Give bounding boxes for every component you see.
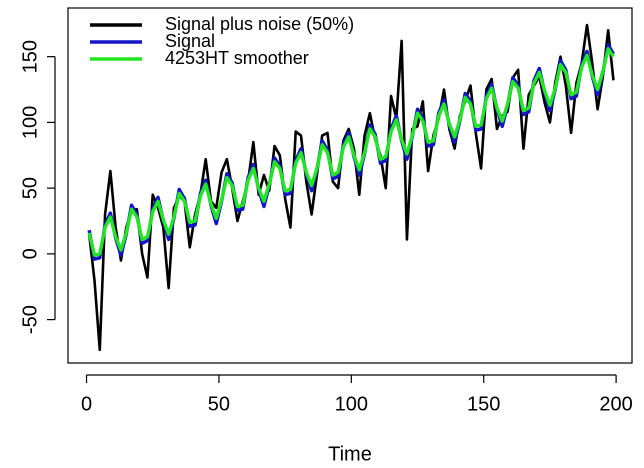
x-tick-label: 200 [599,393,632,415]
legend-label: 4253HT smoother [165,48,309,68]
x-axis-label: Time [328,443,372,465]
y-tick-label: -50 [19,305,41,334]
x-tick-label: 100 [335,393,368,415]
y-tick-label: 150 [19,40,41,73]
series-line [87,47,615,257]
x-tick-label: 50 [208,393,230,415]
x-tick-label: 0 [81,393,92,415]
y-tick-label: 0 [19,248,41,259]
y-tick-label: 50 [19,177,41,199]
legend-label: Signal plus noise (50%) [165,14,354,34]
legend-label: Signal [165,31,215,51]
plot-box [67,7,633,364]
series-line [87,23,615,352]
x-tick-label: 150 [467,393,500,415]
y-tick-label: 100 [19,106,41,139]
